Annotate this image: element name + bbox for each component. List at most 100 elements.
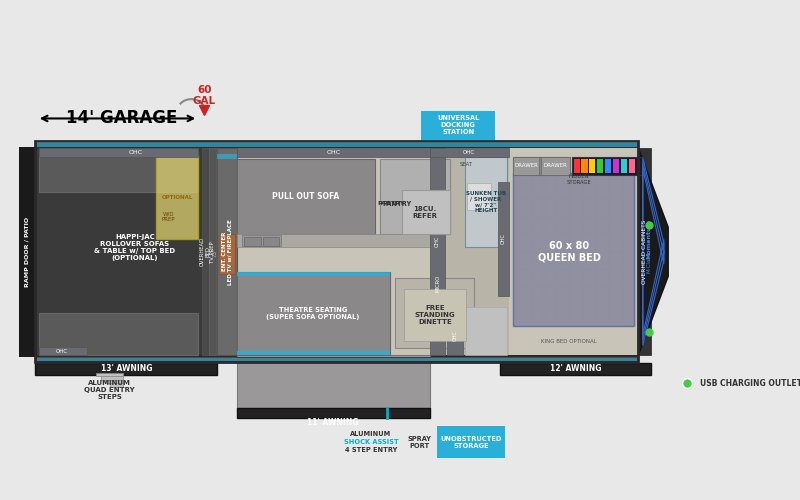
Bar <box>605 159 611 173</box>
Bar <box>582 159 587 173</box>
Bar <box>218 148 237 355</box>
Text: FREE
STANDING
DINETTE: FREE STANDING DINETTE <box>414 305 455 325</box>
Bar <box>237 148 430 157</box>
Bar <box>106 380 122 384</box>
Bar <box>19 146 35 357</box>
Bar <box>437 426 505 458</box>
Text: OVERHEAD CABINETS: OVERHEAD CABINETS <box>642 220 647 284</box>
Bar <box>430 148 509 157</box>
Bar <box>466 184 491 210</box>
Bar <box>242 235 282 246</box>
Text: ALUMINUM: ALUMINUM <box>350 431 391 437</box>
Bar <box>638 148 650 355</box>
Bar <box>513 157 570 174</box>
Text: PANTRY: PANTRY <box>378 201 405 206</box>
Bar <box>395 278 474 348</box>
Bar <box>156 156 198 238</box>
Bar <box>38 150 198 192</box>
Text: ALUMINUM
QUAD ENTRY
STEPS: ALUMINUM QUAD ENTRY STEPS <box>84 380 135 400</box>
Bar <box>465 307 507 355</box>
Bar <box>590 159 595 173</box>
Bar <box>37 142 637 146</box>
Text: 18CU.
REFER: 18CU. REFER <box>413 206 438 219</box>
Bar <box>465 157 507 248</box>
Text: RAMP DOOR / PATIO: RAMP DOOR / PATIO <box>25 216 30 287</box>
Bar <box>218 148 430 355</box>
Bar <box>237 272 390 276</box>
Bar <box>574 159 580 173</box>
Text: Momentum: Momentum <box>646 218 651 258</box>
Text: UNOBSTRUCTED
STORAGE: UNOBSTRUCTED STORAGE <box>440 436 502 448</box>
Text: DRAWER: DRAWER <box>543 164 567 168</box>
Bar <box>237 159 375 234</box>
Bar <box>404 288 466 341</box>
Bar <box>244 237 262 246</box>
Bar <box>430 148 509 355</box>
Bar <box>402 190 450 234</box>
Bar <box>237 234 430 247</box>
Bar <box>447 316 463 355</box>
Bar <box>209 148 216 355</box>
Text: 60 x 80
QUEEN BED: 60 x 80 QUEEN BED <box>538 241 601 262</box>
Bar <box>572 157 644 174</box>
Text: DRAWER: DRAWER <box>514 164 538 168</box>
Bar <box>38 313 198 355</box>
Text: HIDDEN
STORAGE: HIDDEN STORAGE <box>566 174 591 185</box>
Bar <box>621 159 627 173</box>
Text: 4 STEP ENTRY: 4 STEP ENTRY <box>345 447 397 453</box>
Text: OHC: OHC <box>129 150 143 155</box>
Bar <box>541 157 570 174</box>
Text: SEAT: SEAT <box>460 162 473 166</box>
Text: 11' AWNING: 11' AWNING <box>307 418 359 428</box>
Polygon shape <box>638 148 668 355</box>
Bar <box>35 142 638 146</box>
Text: UNIVERSAL
DOCKING
STATION: UNIVERSAL DOCKING STATION <box>437 116 479 136</box>
Text: OHC: OHC <box>463 150 475 155</box>
Text: 12' AWNING: 12' AWNING <box>550 364 601 373</box>
Text: OHC: OHC <box>326 150 340 155</box>
Text: W/D
PREP: W/D PREP <box>162 212 175 222</box>
Bar <box>513 157 539 174</box>
Text: 13' AWNING: 13' AWNING <box>101 364 152 373</box>
Text: OHC: OHC <box>56 349 68 354</box>
Bar <box>101 376 122 380</box>
Bar <box>629 159 635 173</box>
Bar <box>35 363 218 374</box>
Text: SUNKEN TUB
/ SHOWER
w/ 7'2"
HEIGHT: SUNKEN TUB / SHOWER w/ 7'2" HEIGHT <box>466 190 506 213</box>
Bar <box>35 142 638 362</box>
Text: SHOCK ASSIST: SHOCK ASSIST <box>343 439 398 445</box>
Bar <box>202 148 209 355</box>
Text: OHC: OHC <box>435 236 440 247</box>
Bar <box>37 358 637 362</box>
Text: OHC: OHC <box>453 330 458 342</box>
Bar <box>380 159 450 234</box>
Text: OVERHEAD
BED: OVERHEAD BED <box>200 237 210 266</box>
Bar <box>500 363 650 374</box>
Text: KING BED OPTIONAL: KING BED OPTIONAL <box>542 338 597 344</box>
Bar <box>237 408 430 418</box>
Bar <box>35 357 638 362</box>
Text: OPTIONAL: OPTIONAL <box>162 195 193 200</box>
Bar <box>597 159 603 173</box>
Text: USB CHARGING OUTLET: USB CHARGING OUTLET <box>700 379 800 388</box>
Text: TV PREP: TV PREP <box>210 241 214 262</box>
Bar <box>35 146 638 357</box>
Text: PANTRY: PANTRY <box>382 200 412 206</box>
Bar <box>430 148 446 355</box>
Bar <box>237 355 430 408</box>
Text: HAPPI-JAC
ROLLOVER SOFAS
& TABLE w/ TOP BED
(OPTIONAL): HAPPI-JAC ROLLOVER SOFAS & TABLE w/ TOP … <box>94 234 176 261</box>
Bar <box>218 154 237 159</box>
Text: 60
GAL: 60 GAL <box>193 85 216 106</box>
Text: SPRAY
PORT: SPRAY PORT <box>407 436 431 448</box>
Text: THEATRE SEATING
(SUPER SOFA OPTIONAL): THEATRE SEATING (SUPER SOFA OPTIONAL) <box>266 306 360 320</box>
Text: 73": 73" <box>212 247 218 256</box>
Bar <box>38 348 87 355</box>
Text: OHC: OHC <box>501 233 506 244</box>
Text: ENT. CENTER
LED TV w/ FIREPLACE: ENT. CENTER LED TV w/ FIREPLACE <box>222 219 233 284</box>
Bar <box>237 272 390 355</box>
Bar <box>237 351 390 355</box>
Bar <box>509 148 638 355</box>
Bar <box>613 159 619 173</box>
Text: 14' GARAGE: 14' GARAGE <box>66 110 178 128</box>
Text: MICRO: MICRO <box>435 274 440 292</box>
